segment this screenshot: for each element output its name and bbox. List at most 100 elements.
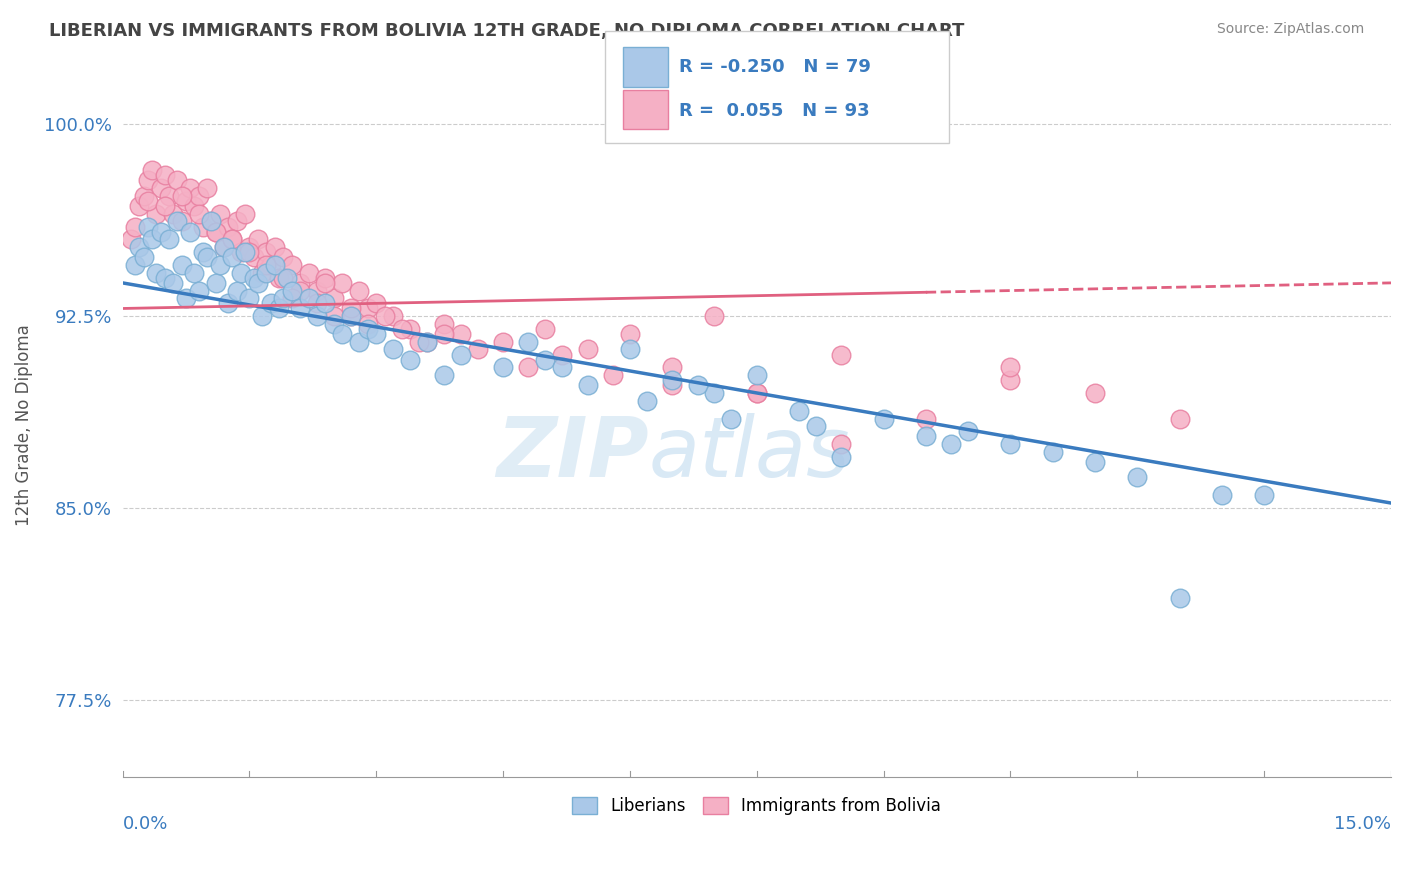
- Point: [872, 411, 894, 425]
- Point: [636, 393, 658, 408]
- Point: [124, 258, 146, 272]
- Point: [263, 258, 285, 272]
- Point: [366, 296, 388, 310]
- Point: [221, 232, 243, 246]
- Point: [492, 334, 515, 349]
- Point: [297, 291, 319, 305]
- Point: [191, 219, 214, 234]
- Text: LIBERIAN VS IMMIGRANTS FROM BOLIVIA 12TH GRADE, NO DIPLOMA CORRELATION CHART: LIBERIAN VS IMMIGRANTS FROM BOLIVIA 12TH…: [49, 22, 965, 40]
- Point: [323, 291, 346, 305]
- Point: [703, 386, 725, 401]
- Point: [534, 352, 557, 367]
- Point: [166, 173, 188, 187]
- Point: [576, 378, 599, 392]
- Point: [246, 232, 269, 246]
- Text: Source: ZipAtlas.com: Source: ZipAtlas.com: [1216, 22, 1364, 37]
- Point: [259, 296, 281, 310]
- Text: R =  0.055   N = 93: R = 0.055 N = 93: [679, 102, 870, 120]
- Point: [1084, 455, 1107, 469]
- Point: [250, 309, 273, 323]
- Point: [162, 207, 184, 221]
- Point: [128, 240, 150, 254]
- Point: [349, 284, 371, 298]
- Text: 0.0%: 0.0%: [122, 815, 167, 833]
- Point: [170, 189, 193, 203]
- Point: [141, 232, 163, 246]
- Point: [408, 334, 430, 349]
- Point: [271, 291, 294, 305]
- Point: [305, 309, 328, 323]
- Point: [208, 258, 231, 272]
- Point: [366, 327, 388, 342]
- Point: [288, 284, 311, 298]
- Point: [703, 309, 725, 323]
- Point: [200, 214, 222, 228]
- Point: [314, 270, 336, 285]
- Point: [170, 258, 193, 272]
- Point: [280, 258, 302, 272]
- Text: atlas: atlas: [650, 413, 851, 493]
- Point: [187, 189, 209, 203]
- Point: [221, 250, 243, 264]
- Point: [720, 411, 742, 425]
- Point: [602, 368, 624, 382]
- Point: [1042, 445, 1064, 459]
- Point: [229, 266, 252, 280]
- Point: [183, 266, 205, 280]
- Point: [153, 270, 176, 285]
- Point: [157, 189, 180, 203]
- Point: [128, 199, 150, 213]
- Point: [661, 373, 683, 387]
- Point: [187, 207, 209, 221]
- Point: [225, 214, 247, 228]
- Point: [340, 301, 363, 316]
- Point: [242, 270, 264, 285]
- Point: [183, 199, 205, 213]
- Text: 15.0%: 15.0%: [1334, 815, 1391, 833]
- Point: [1000, 360, 1022, 375]
- Point: [229, 245, 252, 260]
- Legend: Liberians, Immigrants from Bolivia: Liberians, Immigrants from Bolivia: [565, 790, 948, 822]
- Point: [280, 284, 302, 298]
- Point: [145, 266, 167, 280]
- Point: [467, 343, 489, 357]
- Point: [314, 276, 336, 290]
- Point: [271, 250, 294, 264]
- Point: [517, 334, 540, 349]
- Point: [136, 173, 159, 187]
- Point: [174, 291, 197, 305]
- Point: [1000, 373, 1022, 387]
- Point: [166, 214, 188, 228]
- Point: [1168, 591, 1191, 605]
- Point: [382, 343, 405, 357]
- Point: [288, 301, 311, 316]
- Point: [830, 347, 852, 361]
- Point: [242, 250, 264, 264]
- Point: [267, 270, 290, 285]
- Point: [576, 343, 599, 357]
- Point: [314, 296, 336, 310]
- Point: [217, 296, 239, 310]
- Point: [233, 207, 256, 221]
- Point: [305, 296, 328, 310]
- Point: [450, 347, 472, 361]
- Point: [162, 276, 184, 290]
- Point: [619, 327, 641, 342]
- Point: [149, 181, 172, 195]
- Point: [204, 225, 226, 239]
- Point: [382, 309, 405, 323]
- Point: [132, 189, 155, 203]
- Point: [323, 309, 346, 323]
- Point: [745, 368, 768, 382]
- Point: [267, 301, 290, 316]
- Point: [340, 309, 363, 323]
- Point: [517, 360, 540, 375]
- Point: [323, 317, 346, 331]
- Point: [374, 309, 396, 323]
- Point: [534, 322, 557, 336]
- Point: [120, 232, 142, 246]
- Point: [416, 334, 439, 349]
- Point: [433, 327, 456, 342]
- Point: [332, 327, 354, 342]
- Point: [288, 276, 311, 290]
